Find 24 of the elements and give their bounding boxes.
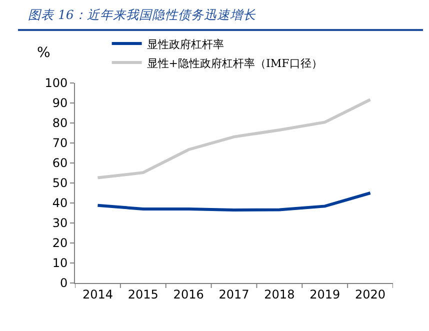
y-tick-label: 80 xyxy=(52,116,68,130)
y-tick-label: 20 xyxy=(52,236,68,250)
x-tick-label: 2017 xyxy=(218,287,250,302)
y-tick-label: 90 xyxy=(52,96,68,110)
line-series xyxy=(96,192,372,212)
y-tick-label: 40 xyxy=(52,196,68,210)
x-tick-label: 2015 xyxy=(128,287,158,302)
y-tick-label: 100 xyxy=(44,76,68,90)
x-tick-label: 2018 xyxy=(264,287,295,302)
y-tick-label: 60 xyxy=(52,156,68,170)
x-tick-label: 2014 xyxy=(82,287,113,302)
y-tick-label: 10 xyxy=(52,256,68,270)
legend-label: 显性+隐性政府杠杆率（IMF口径） xyxy=(146,56,322,70)
legend-label: 显性政府杠杆率 xyxy=(146,38,224,51)
y-tick-label: 0 xyxy=(60,276,68,290)
line-series xyxy=(96,98,372,180)
y-tick-label: 70 xyxy=(52,136,68,150)
y-axis-title: % xyxy=(37,45,50,61)
x-tick-label: 2019 xyxy=(310,287,340,302)
x-tick-label: 2016 xyxy=(173,287,204,302)
x-tick-label: 2020 xyxy=(355,287,386,302)
y-tick-label: 50 xyxy=(52,176,68,190)
y-tick-label: 30 xyxy=(52,216,68,230)
chart-title: 图表 16：近年来我国隐性债务迅速增长 xyxy=(28,6,257,24)
